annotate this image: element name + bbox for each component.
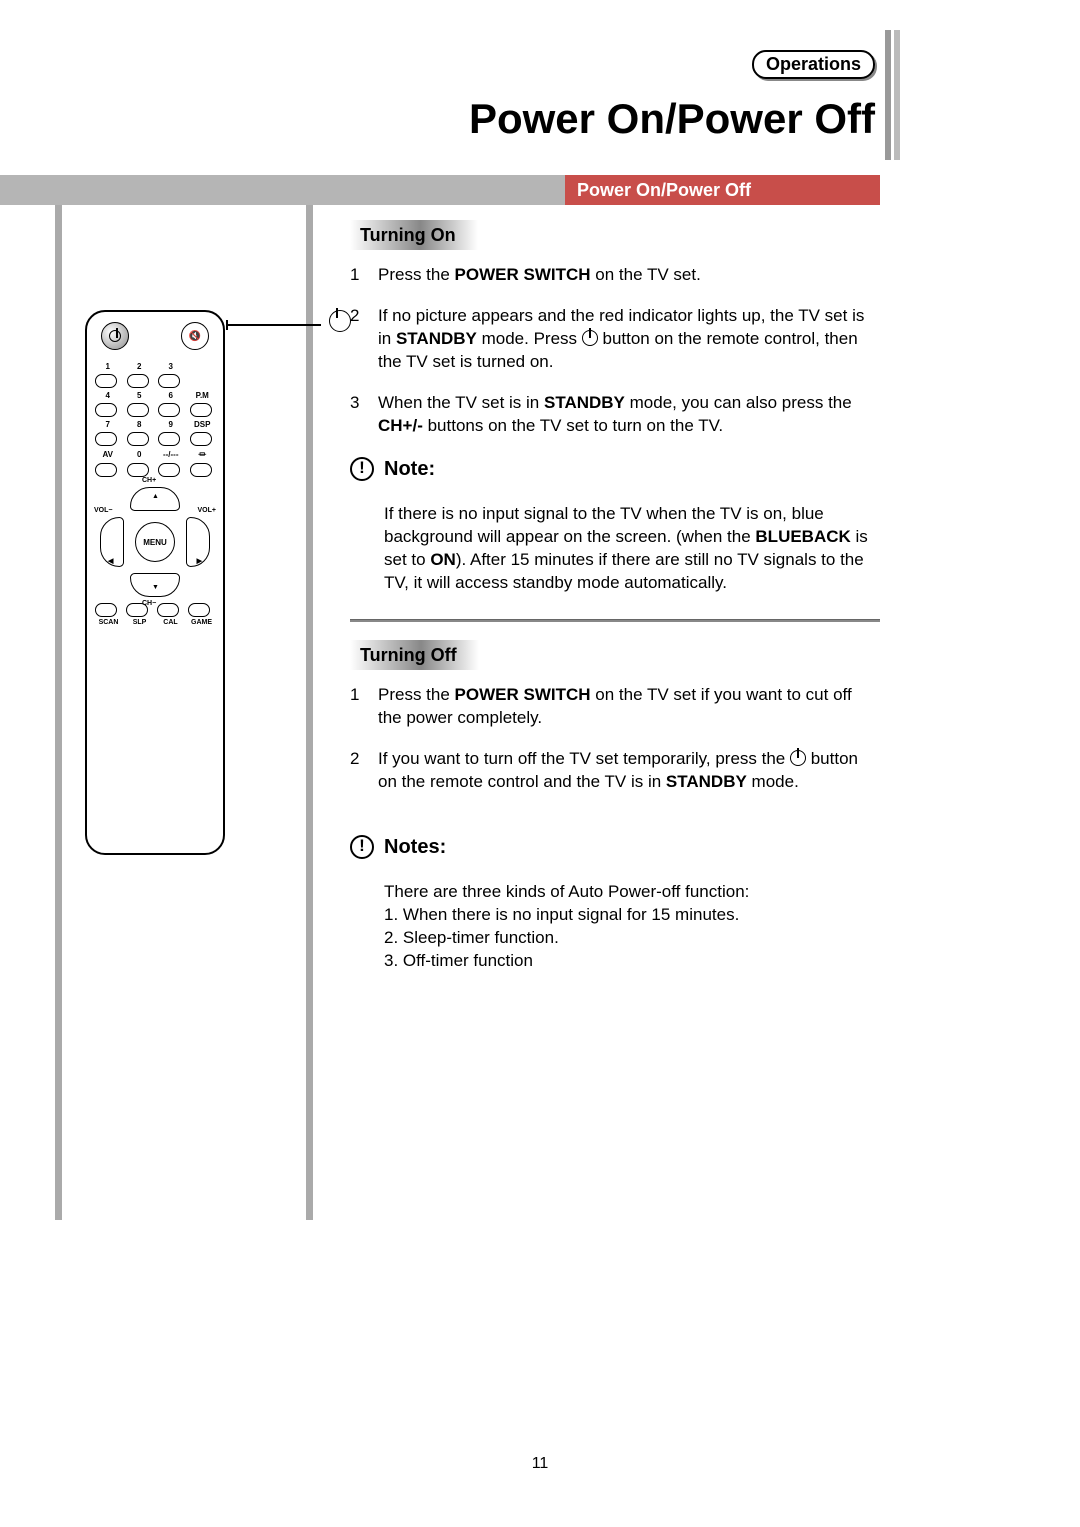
power-callout-icon [329, 310, 351, 335]
mute-button-icon: 🔇 [181, 322, 209, 350]
page-number: 11 [0, 1455, 1080, 1473]
left-vertical-bar [55, 205, 62, 1220]
alert-icon: ! [350, 457, 374, 481]
divider [350, 619, 880, 622]
dpad: MENU CH+ CH− VOL− VOL+ ▲ ▼ ◀ ▶ [100, 487, 210, 597]
header-side-bars [885, 30, 900, 160]
note1-body: If there is no input signal to the TV wh… [384, 503, 880, 595]
note2-body: There are three kinds of Auto Power-off … [384, 881, 880, 973]
power-icon [582, 330, 598, 346]
power-icon [790, 750, 806, 766]
turning-on-list: 1Press the POWER SWITCH on the TV set. 2… [350, 264, 880, 438]
power-button-icon [101, 322, 129, 350]
turning-off-list: 1Press the POWER SWITCH on the TV set if… [350, 684, 880, 794]
callout-line [226, 324, 321, 326]
turning-off-heading: Turning Off [350, 640, 479, 670]
note-block-1: ! Note: [350, 456, 880, 483]
note-block-2: ! Notes: [350, 834, 880, 861]
remote-body: 🔇 123 456P.M 789DSP AV0--/---⏛ MENU CH+ … [85, 310, 225, 855]
alert-icon: ! [350, 835, 374, 859]
page-title: Power On/Power Off [469, 95, 875, 143]
keypad: 123 456P.M 789DSP AV0--/---⏛ [95, 362, 215, 477]
remote-illustration: 🔇 123 456P.M 789DSP AV0--/---⏛ MENU CH+ … [85, 310, 225, 855]
operations-badge: Operations [752, 50, 875, 79]
content-column: Turning On 1Press the POWER SWITCH on th… [350, 220, 880, 972]
section-subtitle: Power On/Power Off [565, 175, 880, 205]
turning-on-heading: Turning On [350, 220, 478, 250]
mid-vertical-bar [306, 205, 313, 1220]
